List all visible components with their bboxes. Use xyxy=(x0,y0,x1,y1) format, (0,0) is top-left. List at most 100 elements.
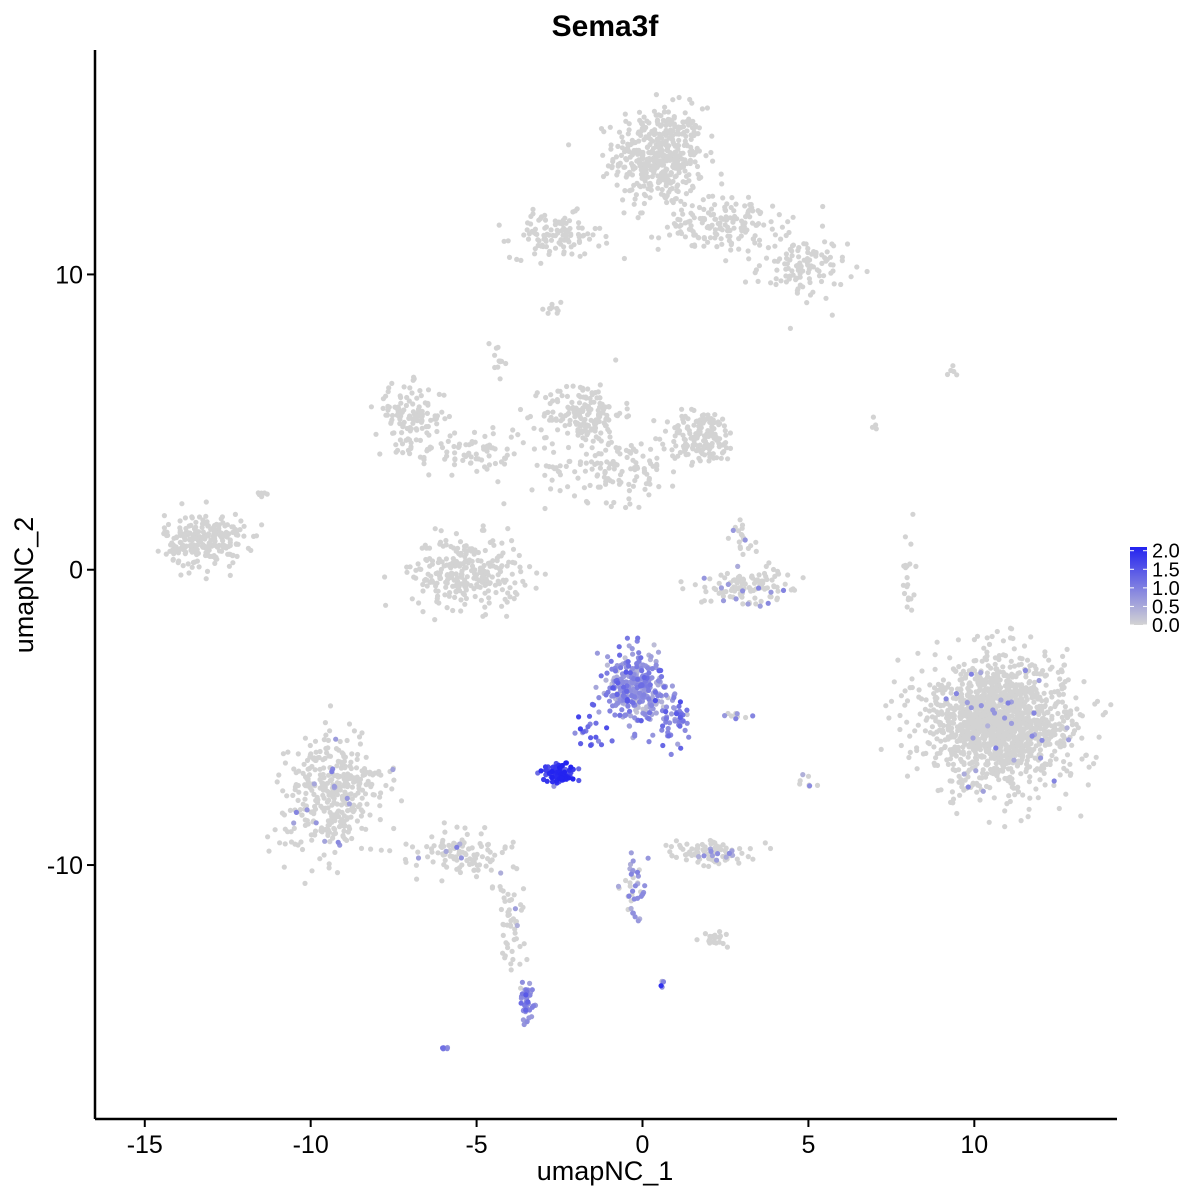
cell-point xyxy=(548,237,555,243)
cell-point xyxy=(1051,778,1057,784)
cell-point xyxy=(756,585,762,591)
cell-point xyxy=(323,745,329,752)
cell-point xyxy=(620,197,626,203)
cell-point xyxy=(348,759,354,765)
cell-point xyxy=(454,574,460,581)
cell-point xyxy=(456,443,462,449)
cell-point xyxy=(986,688,993,694)
cell-point xyxy=(660,979,667,985)
cell-point xyxy=(671,121,678,127)
cell-point xyxy=(819,223,826,229)
cell-point xyxy=(436,556,442,562)
cell-point xyxy=(637,163,643,169)
cell-point xyxy=(828,262,834,268)
cell-point xyxy=(341,781,348,787)
cell-point xyxy=(1031,670,1037,677)
cell-point xyxy=(1031,699,1037,705)
cell-point xyxy=(446,413,452,420)
cell-point xyxy=(508,967,514,973)
cell-point xyxy=(683,191,690,197)
cell-point xyxy=(742,581,748,587)
cell-point xyxy=(717,226,723,232)
cell-point xyxy=(716,939,723,945)
cell-point xyxy=(313,749,319,755)
cell-point xyxy=(588,735,594,741)
cell-point xyxy=(531,425,537,431)
cell-point xyxy=(923,697,929,703)
cell-point xyxy=(1033,686,1039,693)
cell-point xyxy=(650,463,656,469)
cell-point xyxy=(660,441,666,447)
cell-point xyxy=(548,392,554,398)
cell-point xyxy=(724,570,731,577)
cell-point xyxy=(567,417,573,423)
cell-point xyxy=(610,685,616,691)
cell-point xyxy=(614,462,620,468)
cell-point xyxy=(818,278,825,285)
cell-point xyxy=(745,601,751,607)
cell-point xyxy=(337,787,343,793)
cell-point xyxy=(695,859,701,865)
cell-point xyxy=(659,122,665,128)
cell-point xyxy=(888,698,895,704)
cell-point xyxy=(541,445,548,451)
cell-point xyxy=(688,852,695,858)
cell-point xyxy=(1057,727,1063,733)
cell-point xyxy=(1064,752,1071,758)
cell-point xyxy=(606,404,612,410)
cell-point xyxy=(684,128,690,134)
cell-point xyxy=(973,751,979,757)
cell-point xyxy=(515,432,521,438)
cell-point xyxy=(646,492,652,498)
cell-point xyxy=(340,751,346,757)
cell-point xyxy=(571,409,577,415)
cell-point xyxy=(492,364,498,371)
cell-point xyxy=(712,845,718,851)
cell-point xyxy=(451,840,457,847)
cell-point xyxy=(742,279,749,285)
cell-point xyxy=(604,670,610,676)
cell-point xyxy=(739,532,745,538)
cell-point xyxy=(727,594,733,600)
cell-point xyxy=(655,246,661,252)
cell-point xyxy=(752,240,758,246)
cell-point xyxy=(572,730,578,736)
cell-point xyxy=(464,581,470,587)
cell-point xyxy=(570,776,576,782)
cell-point xyxy=(471,429,478,435)
cell-point xyxy=(475,456,481,462)
cell-point xyxy=(775,258,781,264)
cell-point xyxy=(1017,691,1023,697)
cell-point xyxy=(645,174,651,180)
cell-point xyxy=(992,771,999,777)
cell-point xyxy=(585,231,591,237)
cell-point xyxy=(620,679,626,685)
cell-point xyxy=(906,754,912,761)
cell-point xyxy=(644,144,651,150)
cell-point xyxy=(551,449,557,455)
cell-point xyxy=(583,437,589,443)
cell-point xyxy=(953,668,959,674)
cell-point xyxy=(757,242,763,248)
cell-point xyxy=(680,443,687,449)
cell-point xyxy=(378,790,384,796)
cell-point xyxy=(615,700,621,706)
cell-point xyxy=(499,603,505,609)
cell-point xyxy=(362,791,369,797)
cell-point xyxy=(1019,702,1025,708)
cell-point xyxy=(566,142,572,148)
cell-point xyxy=(790,214,796,220)
cell-point xyxy=(658,191,665,197)
cell-point xyxy=(487,849,493,855)
cell-point xyxy=(981,728,988,734)
cell-point xyxy=(491,542,497,548)
cell-point xyxy=(1052,702,1058,709)
cell-point xyxy=(516,552,522,559)
cell-point xyxy=(653,662,659,668)
cell-point xyxy=(474,468,480,474)
cell-point xyxy=(345,829,351,835)
cell-point xyxy=(1026,806,1032,812)
cell-point xyxy=(740,551,746,558)
cell-point xyxy=(1037,747,1043,753)
cell-point xyxy=(627,708,633,714)
